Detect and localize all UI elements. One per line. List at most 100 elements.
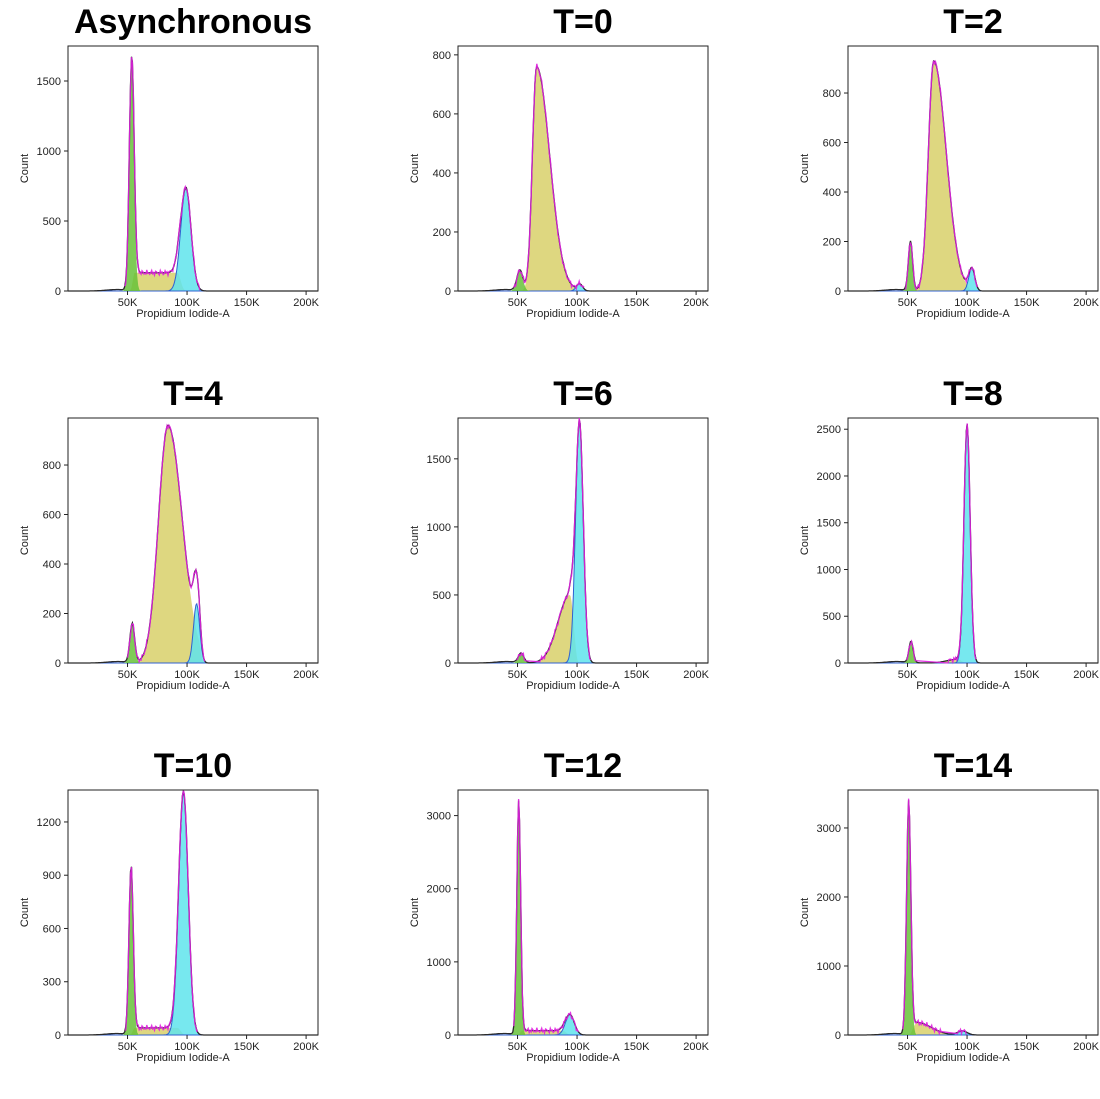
fit-curve [513,63,585,292]
panel-title: T=14 [933,747,1013,785]
fit-curve [125,790,198,1033]
x-tick-label: 200K [1073,297,1099,309]
g1-phase-area [848,800,1098,1035]
g1-phase-area [848,641,1098,663]
x-tick-label: 150K [624,1041,650,1053]
y-tick-label: 300 [43,977,61,989]
y-tick-label: 0 [445,1030,451,1042]
panel-title: T=10 [153,747,233,785]
x-axis-label: Propidium Iodide-A [916,308,1010,320]
y-tick-label: 600 [823,138,841,150]
x-tick-label: 200K [1073,1041,1099,1053]
histogram-plot: 0 200 400 600 800 50K 100K 150K 200K Propidium Io… [19,417,320,692]
x-axis-label: Propidium Iodide-A [136,680,230,692]
x-tick-label: 150K [1014,297,1040,309]
g1-phase-area [458,270,708,291]
y-tick-label: 0 [835,658,841,670]
y-tick-label: 1000 [427,957,451,969]
fit-curve [516,417,592,663]
histogram-plot: 0 300 600 900 1200 50K 100K 150K 200K Propidium I… [19,789,320,1064]
histogram-grid: Asynchronous 0 500 1000 1500 50K 100K 150K 200K P… [10,0,1100,1064]
y-tick-label: 600 [43,923,61,935]
y-tick-label: 1000 [37,146,61,158]
y-axis-label: Count [409,898,421,927]
x-tick-label: 50K [118,1041,138,1053]
histogram-panel: T=4 0 200 400 600 800 50K 100K 150K 200K Propidium… [10,372,370,727]
x-tick-label: 150K [624,297,650,309]
y-tick-label: 2000 [817,471,841,483]
x-tick-label: 200K [1073,669,1099,681]
x-axis-label: Propidium Iodide-A [526,1052,620,1064]
x-tick-label: 100K [954,297,980,309]
y-tick-label: 2000 [427,884,451,896]
y-tick-label: 1200 [37,817,61,829]
y-tick-label: 200 [433,227,451,239]
x-tick-label: 150K [1014,669,1040,681]
y-tick-label: 800 [823,88,841,100]
panel-title: T=4 [163,375,223,413]
x-axis-label: Propidium Iodide-A [526,680,620,692]
y-tick-label: 0 [835,1030,841,1042]
y-tick-label: 900 [43,870,61,882]
y-axis-label: Count [409,526,421,555]
x-tick-label: 200K [683,669,709,681]
x-tick-label: 150K [234,1041,260,1053]
y-tick-label: 400 [433,168,451,180]
x-tick-label: 50K [508,1041,528,1053]
y-tick-label: 3000 [817,823,841,835]
fit-curve [126,423,206,665]
y-tick-label: 500 [823,611,841,623]
y-axis-label: Count [19,898,31,927]
histogram-panel: T=6 0 500 1000 1500 50K 100K 150K 200K Propidium … [400,372,760,727]
y-tick-label: 0 [445,658,451,670]
x-tick-label: 50K [898,669,918,681]
y-tick-label: 2000 [817,892,841,904]
y-tick-label: 1000 [817,961,841,973]
y-axis-label: Count [799,526,811,555]
y-axis-label: Count [409,154,421,183]
x-tick-label: 100K [954,669,980,681]
panel-title: Asynchronous [73,3,313,41]
histogram-plot: 0 500 1000 1500 50K 100K 150K 200K Propidium Iod… [19,45,320,320]
panel-title: T=6 [553,375,613,413]
y-tick-label: 0 [55,658,61,670]
fit-curve [902,798,967,1037]
y-tick-label: 0 [55,286,61,298]
histogram-plot: 0 500 1000 1500 50K 100K 150K 200K Propidium Iod… [409,417,710,692]
plot-frame [847,45,1099,292]
y-axis-label: Count [19,526,31,555]
y-tick-label: 800 [43,460,61,472]
x-tick-label: 100K [564,297,590,309]
y-tick-label: 600 [433,109,451,121]
x-tick-label: 150K [624,669,650,681]
x-axis-label: Propidium Iodide-A [136,308,230,320]
histogram-panel: T=0 0 200 400 600 800 50K 100K 150K 200K Propidium… [400,0,760,355]
y-tick-label: 1500 [427,454,451,466]
histogram-panel: Asynchronous 0 500 1000 1500 50K 100K 150K 200K P… [10,0,370,355]
plot-frame [457,789,709,1036]
fit-curve [124,57,201,291]
x-tick-label: 50K [118,669,138,681]
x-tick-label: 200K [683,1041,709,1053]
x-tick-label: 50K [898,1041,918,1053]
y-tick-label: 1500 [817,518,841,530]
plot-frame [847,789,1099,1036]
histogram-panel: T=14 0 1000 2000 3000 50K 100K 150K 200K Propidiu… [790,744,1100,1099]
histogram-plot: 0 1000 2000 3000 50K 100K 150K 200K Propidium Io… [799,789,1100,1064]
y-tick-label: 0 [835,286,841,298]
histogram-panel: T=10 0 300 600 900 1200 50K 100K 150K 200K Propidi… [10,744,370,1099]
fit-curve [513,798,579,1036]
y-tick-label: 800 [433,50,451,62]
s-phase-area [68,425,318,663]
x-tick-label: 200K [293,1041,319,1053]
y-tick-label: 400 [823,187,841,199]
histogram-plot: 0 200 400 600 800 50K 100K 150K 200K Propidium Io… [799,45,1100,320]
y-tick-label: 0 [55,1030,61,1042]
y-axis-label: Count [799,154,811,183]
x-tick-label: 50K [118,297,138,309]
x-axis-label: Propidium Iodide-A [916,680,1010,692]
y-tick-label: 200 [823,237,841,249]
g1-phase-area [848,241,1098,291]
y-tick-label: 400 [43,559,61,571]
x-tick-label: 100K [564,669,590,681]
